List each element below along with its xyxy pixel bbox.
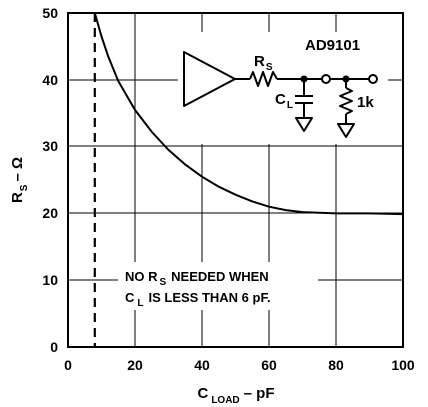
y-tick-label-40: 40 xyxy=(42,72,58,88)
annotation-line-2-a: C xyxy=(125,290,135,305)
x-tick-label-80: 80 xyxy=(328,357,344,373)
annotation-line-2: C L IS LESS THAN 6 pF. xyxy=(125,290,271,309)
inset-cl-label: CL xyxy=(275,91,293,111)
inset-rs-label: RS xyxy=(254,53,273,73)
x-axis-label-unit: – pF xyxy=(244,385,275,402)
y-axis-label-sub: S xyxy=(19,184,30,191)
inset-cl-sub: L xyxy=(287,100,293,111)
y-axis-label-unit: – Ω xyxy=(9,157,26,182)
x-tick-label-100: 100 xyxy=(391,357,415,373)
x-tick-label-20: 20 xyxy=(127,357,143,373)
ground-triangle-icon-cap xyxy=(295,117,313,132)
resistor-1k-icon xyxy=(339,87,353,115)
y-tick-labels: 0 10 20 30 40 50 xyxy=(42,5,58,355)
inset-schematic: AD9101 RS CL 1k xyxy=(178,32,388,144)
inset-rs-main: R xyxy=(254,53,265,70)
x-tick-label-60: 60 xyxy=(261,357,277,373)
y-tick-label-30: 30 xyxy=(42,138,58,154)
x-axis-label-sub: LOAD xyxy=(211,395,239,406)
y-tick-label-20: 20 xyxy=(42,205,58,221)
inset-rs-sub: S xyxy=(266,62,273,73)
y-axis-label-main: R xyxy=(9,192,26,203)
annotation-line-2-sub: L xyxy=(137,298,143,309)
y-tick-label-0: 0 xyxy=(50,339,58,355)
y-axis-label: RS – Ω xyxy=(9,157,30,203)
annotation-note: NO R S NEEDED WHEN C L IS LESS THAN 6 pF. xyxy=(118,262,318,310)
series-line-rs-vs-cload xyxy=(93,12,404,216)
x-axis-label: C LOAD – pF xyxy=(197,385,274,406)
inset-load-label: 1k xyxy=(357,94,374,111)
plot-frame xyxy=(67,12,404,348)
terminal-open-1 xyxy=(321,74,331,84)
amplifier-triangle-icon xyxy=(183,51,236,107)
x-tick-label-40: 40 xyxy=(194,357,210,373)
x-tick-labels: 0 20 40 60 80 100 xyxy=(64,357,415,373)
annotation-line-1: NO R S NEEDED WHEN xyxy=(125,269,269,288)
inset-cl-main: C xyxy=(275,91,286,108)
annotation-line-1-sub: S xyxy=(160,277,167,288)
annotation-line-2-b: IS LESS THAN 6 pF. xyxy=(149,290,271,305)
x-tick-label-0: 0 xyxy=(64,357,72,373)
y-tick-label-10: 10 xyxy=(42,272,58,288)
ground-triangle-icon-load xyxy=(337,123,355,138)
resistor-rs-icon xyxy=(249,71,278,87)
x-axis-label-main: C xyxy=(197,385,208,402)
annotation-line-1-a: NO R xyxy=(125,269,158,284)
y-tick-label-50: 50 xyxy=(42,5,58,21)
inset-part-number: AD9101 xyxy=(305,37,360,54)
annotation-background xyxy=(118,262,318,310)
annotation-line-1-b: NEEDED WHEN xyxy=(171,269,269,284)
terminal-open-2 xyxy=(368,74,378,84)
